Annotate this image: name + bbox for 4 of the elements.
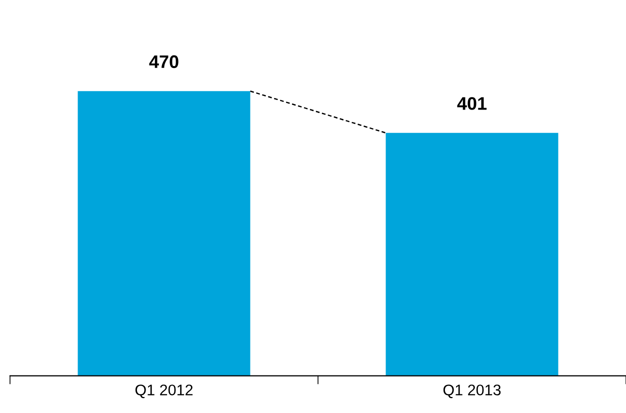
data-label: 470 (149, 55, 178, 68)
x-tick-label: Q1 2013 (443, 384, 501, 398)
x-tick-label: Q1 2012 (135, 384, 193, 398)
data-label: 401 (457, 97, 487, 110)
